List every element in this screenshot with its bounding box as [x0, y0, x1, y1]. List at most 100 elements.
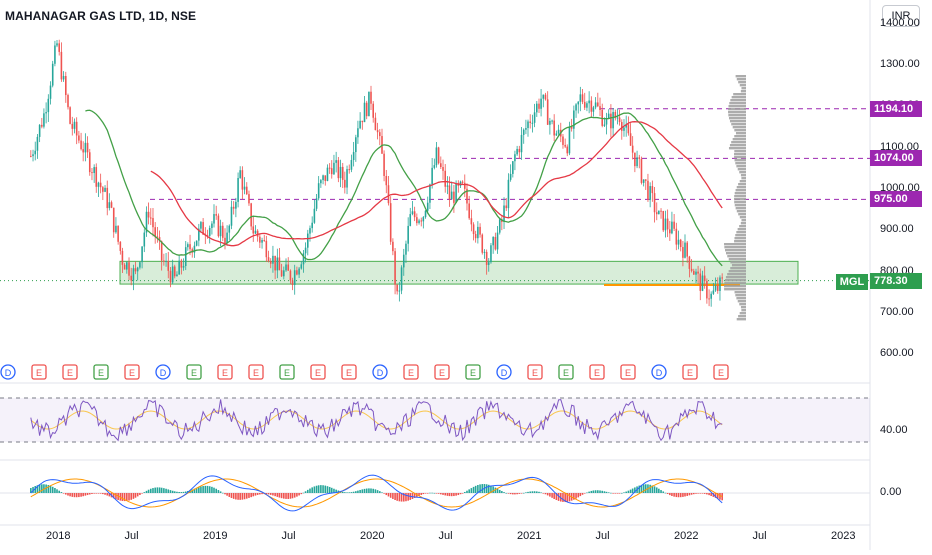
- candle: [570, 126, 573, 129]
- event-marker[interactable]: E: [31, 364, 47, 380]
- macd-histogram-bar: [669, 493, 671, 496]
- macd-histogram-bar: [285, 493, 287, 499]
- candle: [306, 233, 309, 248]
- candle: [440, 163, 442, 168]
- event-marker[interactable]: E: [620, 364, 636, 380]
- volume-profile-bar: [733, 93, 746, 96]
- macd-histogram-bar: [333, 488, 335, 493]
- currency-button[interactable]: INR: [882, 5, 920, 27]
- volume-profile-bar: [737, 168, 746, 171]
- event-marker[interactable]: E: [527, 364, 543, 380]
- event-marker[interactable]: E: [682, 364, 698, 380]
- event-marker-label: E: [439, 368, 445, 378]
- candle: [230, 206, 233, 226]
- macd-histogram-bar: [202, 486, 204, 493]
- candle: [631, 145, 634, 153]
- macd-histogram-bar: [714, 493, 717, 498]
- volume-profile-bar: [729, 120, 746, 123]
- event-marker[interactable]: E: [279, 364, 295, 380]
- event-marker[interactable]: D: [496, 364, 512, 380]
- macd-histogram-bar: [370, 488, 372, 493]
- candle: [485, 251, 488, 265]
- candle: [361, 120, 364, 123]
- candle: [363, 102, 366, 123]
- event-marker[interactable]: E: [713, 364, 729, 380]
- macd-histogram-bar: [627, 490, 630, 493]
- volume-profile-bar: [724, 282, 746, 285]
- event-marker[interactable]: E: [465, 364, 481, 380]
- event-marker[interactable]: E: [434, 364, 450, 380]
- event-marker[interactable]: E: [186, 364, 202, 380]
- macd-axis-label: 0.00: [880, 486, 902, 498]
- event-marker[interactable]: E: [403, 364, 419, 380]
- event-marker[interactable]: D: [0, 364, 16, 380]
- candle: [130, 275, 133, 281]
- event-marker[interactable]: D: [372, 364, 388, 380]
- candle: [612, 112, 614, 129]
- event-marker[interactable]: E: [217, 364, 233, 380]
- rsi-axis-label: 40.00: [880, 424, 908, 436]
- macd-histogram-bar: [165, 488, 167, 493]
- event-marker[interactable]: E: [558, 364, 574, 380]
- macd-histogram-bar: [36, 485, 39, 493]
- macd-histogram-bar: [154, 487, 156, 493]
- candle: [269, 261, 272, 264]
- macd-histogram-bar: [222, 492, 224, 494]
- macd-histogram-bar: [298, 493, 300, 496]
- macd-histogram-bar: [355, 491, 357, 493]
- candle: [583, 101, 586, 108]
- moving-average-fast: [85, 109, 723, 267]
- event-marker[interactable]: E: [124, 364, 140, 380]
- candle: [686, 242, 688, 257]
- candle: [697, 271, 699, 274]
- macd-histogram-bar: [178, 491, 180, 493]
- candle: [568, 126, 571, 154]
- price-tick-label: 1300.00: [880, 58, 920, 70]
- macd-histogram-bar: [115, 493, 117, 500]
- macd-histogram-bar: [703, 493, 706, 494]
- event-marker[interactable]: E: [341, 364, 357, 380]
- candle: [193, 245, 196, 253]
- macd-histogram-bar: [289, 493, 292, 499]
- event-marker[interactable]: E: [93, 364, 109, 380]
- macd-histogram-bar: [65, 493, 67, 495]
- macd-histogram-bar: [461, 493, 464, 494]
- event-marker[interactable]: E: [589, 364, 605, 380]
- event-marker[interactable]: D: [155, 364, 171, 380]
- candle: [276, 257, 279, 271]
- macd-histogram-bar: [49, 485, 52, 493]
- candle: [239, 170, 241, 178]
- volume-profile-bar: [730, 267, 746, 270]
- candle: [71, 123, 74, 129]
- candle: [184, 247, 187, 266]
- macd-histogram-bar: [88, 493, 91, 495]
- volume-profile-bar: [735, 162, 746, 165]
- macd-histogram-bar: [385, 493, 388, 496]
- event-marker[interactable]: E: [248, 364, 264, 380]
- candle: [653, 193, 656, 213]
- macd-histogram-bar: [684, 493, 686, 497]
- candle: [658, 210, 660, 215]
- macd-histogram-bar: [311, 487, 313, 493]
- macd-histogram-bar: [529, 491, 531, 493]
- candle: [701, 275, 704, 291]
- macd-histogram-bar: [82, 493, 84, 497]
- macd-histogram-bar: [206, 485, 209, 493]
- candle: [97, 182, 100, 187]
- event-marker[interactable]: E: [310, 364, 326, 380]
- candle: [108, 202, 111, 209]
- candle: [424, 210, 427, 218]
- macd-histogram-bar: [422, 493, 425, 495]
- candle: [119, 241, 122, 251]
- event-marker[interactable]: D: [651, 364, 667, 380]
- macd-histogram-bar: [302, 492, 305, 494]
- candle: [326, 167, 329, 181]
- macd-histogram-bar: [95, 493, 98, 494]
- volume-profile-bar: [734, 204, 746, 207]
- macd-histogram-bar: [431, 492, 433, 494]
- event-marker[interactable]: E: [62, 364, 78, 380]
- macd-histogram-bar: [300, 493, 303, 495]
- candle: [69, 107, 71, 124]
